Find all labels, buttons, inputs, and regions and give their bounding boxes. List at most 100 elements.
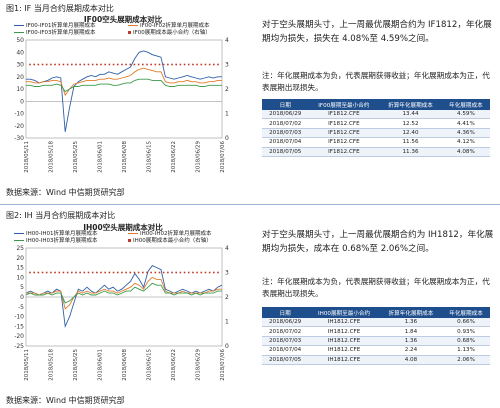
x-tick-label: 2018/06/15: [147, 349, 153, 381]
table-cell: 2018/07/04: [262, 137, 309, 148]
min-contract-point: [29, 63, 31, 66]
min-contract-point: [175, 63, 178, 66]
min-contract-point: [121, 63, 123, 66]
min-contract-point: [200, 271, 203, 274]
table-cell: 2018/06/29: [262, 318, 309, 328]
legend-entry: IF00-IF01折算单月展期成本: [14, 23, 96, 30]
table-cell: 4.41%: [441, 118, 490, 129]
y-tick-label: 0: [20, 294, 24, 301]
rollover-table: 日期 IH00展期至最小合约 折算年化展期成本 年化展期成本 2018/06/29 IH1…: [262, 307, 490, 365]
x-tick-label: 2018/05/11: [24, 349, 30, 381]
x-tick-label: 2018/06/01: [98, 349, 104, 381]
min-contract-point: [45, 271, 48, 274]
table-cell: 2018/07/05: [262, 147, 309, 157]
legend-entry: IH00-IH01折算单月展期成本: [14, 231, 98, 238]
min-contract-point: [213, 271, 215, 274]
table-cell: 2.06%: [442, 355, 490, 365]
min-contract-point: [83, 271, 86, 274]
chart-svg: -25 -20 -15 -10 -5 0 5 10 15 20 25 0 1 2 3 4 2018/05/11 2…: [14, 245, 229, 381]
x-tick-label: 2018/06/22: [171, 141, 177, 173]
column-header: 折算年化展期成本: [379, 99, 442, 110]
table-cell: 2018/07/02: [262, 118, 309, 129]
min-contract-point: [192, 271, 194, 274]
table-cell: 2018/07/05: [262, 355, 309, 365]
min-contract-point: [104, 63, 106, 66]
table-cell: 1.13%: [442, 345, 490, 356]
min-contract-point: [146, 271, 148, 274]
x-tick-label: 2018/06/08: [122, 141, 128, 173]
table-cell: 2018/07/03: [262, 128, 309, 139]
table-cell: IH1812.CFE: [308, 318, 380, 328]
x-tick-label: 2018/07/06: [220, 349, 226, 381]
table-cell: IH1812.CFE: [308, 355, 380, 365]
table-row: 2018/07/03 IH1812.CFE 1.36 0.68%: [262, 336, 490, 347]
table-cell: 2018/06/29: [262, 110, 309, 120]
table-cell: 1.36: [379, 318, 443, 328]
data-source: 数据来源：Wind 中信期货研究部: [6, 396, 125, 405]
series-line: [25, 265, 223, 329]
min-contract-point: [70, 271, 73, 274]
chart-ih00: IH00空头展期成本对比 IH00-IH01折算单月展期成本 IH00-IH02…: [6, 222, 240, 392]
y2-tick-label: 2: [225, 86, 229, 93]
y2-tick-label: 4: [225, 37, 229, 44]
min-contract-point: [137, 271, 140, 274]
min-contract-point: [50, 271, 52, 274]
min-contract-point: [108, 63, 111, 66]
chart-svg: -30 -20 -10 0 10 20 30 40 50 0 1 2 3 4 2018/05/11 2018/…: [14, 37, 229, 173]
min-contract-point: [125, 271, 127, 274]
min-contract-point: [66, 63, 69, 66]
table-row: 2018/07/05 IF1812.CFE 11.36 4.08%: [262, 147, 490, 157]
min-contract-point: [104, 271, 106, 274]
min-contract-point: [187, 63, 190, 66]
y-tick-label: 10: [16, 86, 24, 93]
min-contract-point: [54, 271, 56, 274]
table-row: 2018/07/05 IH1812.CFE 4.08 2.06%: [262, 355, 490, 365]
min-contract-point: [217, 271, 219, 274]
min-contract-point: [208, 271, 211, 274]
note-text: 注：年化展期成本为负，代表展期获得收益；年化展期成本为正，代表展期出现损失。: [262, 71, 490, 92]
y-tick-label: -5: [18, 304, 24, 311]
table-row: 2018/07/02 IF1812.CFE 12.52 4.41%: [262, 118, 490, 129]
min-contract-point: [208, 63, 211, 66]
min-contract-point: [108, 271, 111, 274]
min-contract-point: [33, 271, 35, 274]
min-contract-point: [70, 63, 73, 66]
y-tick-label: 5: [20, 284, 24, 291]
min-contract-point: [91, 271, 94, 274]
min-contract-point: [129, 63, 132, 66]
min-contract-point: [129, 271, 132, 274]
x-tick-label: 2018/05/18: [49, 141, 55, 173]
min-contract-point: [91, 63, 94, 66]
table-cell: IH1812.CFE: [308, 345, 380, 356]
table-cell: IF1812.CFE: [308, 118, 380, 129]
min-contract-point: [167, 271, 169, 274]
table-row: 2018/07/04 IH1812.CFE 2.24 1.13%: [262, 345, 490, 356]
y-tick-label: -30: [14, 135, 24, 142]
table-cell: 11.56: [379, 137, 442, 148]
y-tick-label: 20: [16, 74, 24, 81]
note-text: 注：年化展期成本为负，代表展期获得收益；年化展期成本为正，代表展期出现损失。: [262, 277, 490, 298]
table-cell: 2018/07/02: [262, 326, 309, 337]
min-contract-point: [79, 271, 81, 274]
min-contract-point: [66, 271, 69, 274]
column-header: IF00展期至最小合约: [308, 99, 380, 110]
summary-paragraph: 对于空头展期头寸，上一周最优展期合约为 IH1812，年化展期均为损失，成本在 …: [262, 230, 494, 254]
min-contract-point: [167, 63, 169, 66]
min-contract-point: [217, 63, 219, 66]
min-contract-point: [79, 63, 81, 66]
table-cell: 4.12%: [441, 137, 490, 148]
table-cell: 1.84: [379, 326, 443, 337]
x-tick-label: 2018/06/01: [98, 141, 104, 173]
min-contract-point: [87, 271, 90, 274]
min-contract-point: [183, 271, 186, 274]
min-contract-point: [142, 63, 144, 66]
plot-frame: [25, 39, 223, 139]
table-cell: 4.08: [379, 355, 443, 365]
min-contract-point: [58, 271, 61, 274]
table-cell: 2018/07/04: [262, 345, 309, 356]
min-contract-point: [133, 271, 136, 274]
min-contract-point: [162, 271, 165, 274]
min-contract-point: [154, 271, 157, 274]
table-cell: IH1812.CFE: [308, 326, 380, 337]
table-row: 2018/07/02 IH1812.CFE 1.84 0.93%: [262, 326, 490, 337]
